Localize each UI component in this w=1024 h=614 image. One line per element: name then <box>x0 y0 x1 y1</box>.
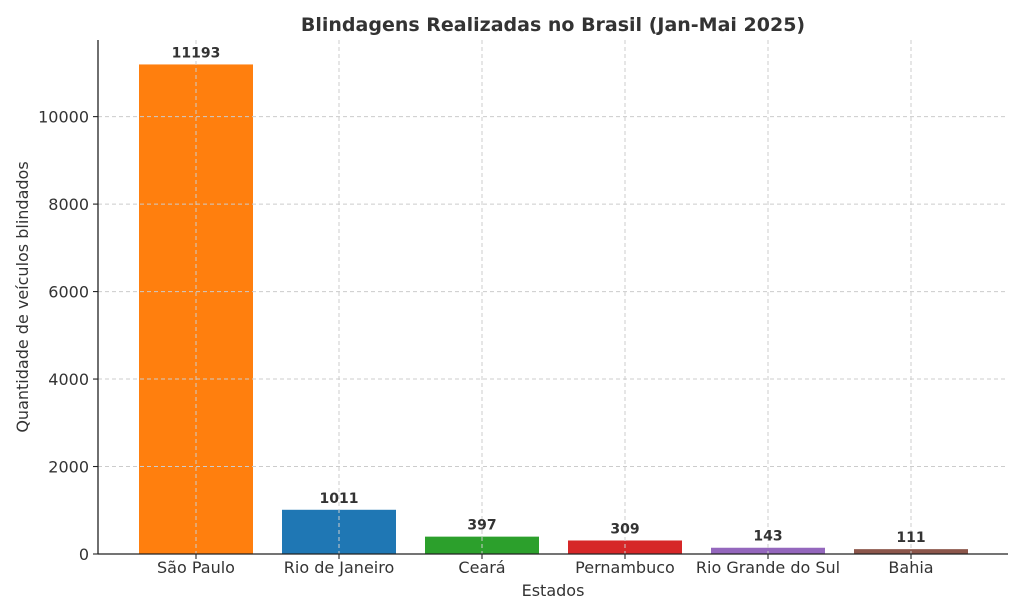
x-tick-label: Pernambuco <box>575 558 675 577</box>
x-tick-label: Rio Grande do Sul <box>696 558 840 577</box>
x-axis-label: Estados <box>522 581 585 600</box>
chart-title: Blindagens Realizadas no Brasil (Jan-Mai… <box>301 14 805 36</box>
data-label: 111 <box>896 530 925 546</box>
x-tick-label: Bahia <box>888 558 933 577</box>
data-label: 11193 <box>172 45 221 61</box>
y-tick-label: 4000 <box>48 370 89 389</box>
data-label: 397 <box>467 518 496 534</box>
x-tick-label: Ceará <box>458 558 505 577</box>
y-tick-label: 6000 <box>48 283 89 302</box>
y-tick-label: 0 <box>79 545 89 564</box>
x-tick-label: São Paulo <box>157 558 235 577</box>
data-label: 143 <box>753 529 782 545</box>
ticks: 0 2000 4000 6000 8000 10000 São Paulo Rio de Ja… <box>38 108 933 577</box>
data-label: 309 <box>610 521 639 537</box>
axes <box>97 40 1008 555</box>
data-labels: 11193 1011 397 309 143 111 <box>172 45 926 546</box>
bar <box>711 547 825 554</box>
y-tick-label: 2000 <box>48 458 89 477</box>
data-label: 1011 <box>320 491 359 507</box>
bars <box>139 64 968 555</box>
x-tick-label: Rio de Janeiro <box>284 558 395 577</box>
y-tick-label: 8000 <box>48 195 89 214</box>
y-axis-label: Quantidade de veículos blindados <box>13 161 32 432</box>
y-tick-label: 10000 <box>38 108 89 127</box>
